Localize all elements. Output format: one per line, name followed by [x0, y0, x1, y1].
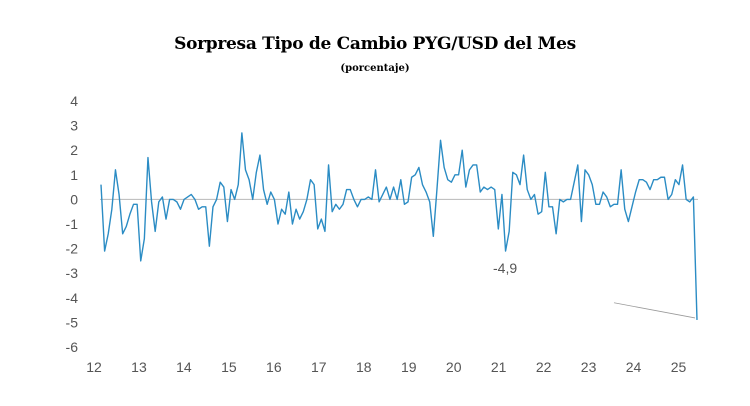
x-tick-label: 21 — [491, 359, 507, 375]
chart-subtitle: (porcentaje) — [340, 63, 410, 74]
y-tick-label: 3 — [70, 118, 78, 134]
y-tick-label: 4 — [70, 93, 78, 109]
annotation-label: -4,9 — [493, 260, 517, 276]
x-tick-label: 13 — [131, 359, 147, 375]
x-tick-label: 12 — [86, 359, 102, 375]
x-tick-label: 25 — [671, 359, 687, 375]
y-tick-label: -3 — [66, 265, 79, 281]
y-tick-label: 0 — [70, 191, 78, 207]
y-tick-label: -5 — [66, 314, 79, 330]
x-tick-label: 24 — [626, 359, 642, 375]
x-tick-label: 16 — [266, 359, 282, 375]
y-axis: 4 3 2 1 0 -1 -2 -3 -4 -5 -6 — [66, 93, 79, 355]
x-tick-label: 15 — [221, 359, 237, 375]
x-tick-label: 17 — [311, 359, 327, 375]
x-tick-label: 20 — [446, 359, 462, 375]
x-tick-label: 19 — [401, 359, 417, 375]
y-tick-label: 2 — [70, 142, 78, 158]
y-tick-label: -2 — [66, 241, 79, 257]
y-tick-label: -4 — [66, 290, 79, 306]
y-tick-label: -6 — [66, 339, 79, 355]
y-tick-label: 1 — [70, 167, 78, 183]
x-tick-label: 14 — [176, 359, 192, 375]
annotation-callout-line — [613, 302, 696, 319]
y-tick-label: -1 — [66, 216, 79, 232]
x-axis: 12 13 14 15 16 17 18 19 20 21 22 23 24 25 — [86, 359, 686, 375]
x-tick-label: 23 — [581, 359, 597, 375]
x-tick-label: 18 — [356, 359, 372, 375]
series-line-sorpresa — [100, 132, 698, 320]
chart-title: Sorpresa Tipo de Cambio PYG/USD del Mes — [174, 34, 576, 54]
x-tick-label: 22 — [536, 359, 552, 375]
